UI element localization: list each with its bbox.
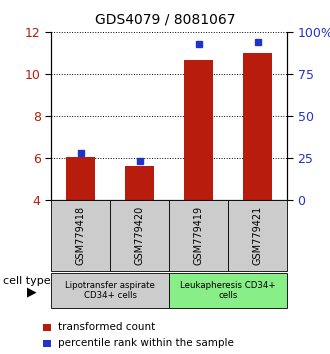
Bar	[66, 157, 95, 200]
Text: percentile rank within the sample: percentile rank within the sample	[58, 338, 234, 348]
Bar	[184, 60, 214, 200]
Text: GSM779418: GSM779418	[76, 206, 86, 265]
Text: cell type: cell type	[3, 276, 51, 286]
Text: ▶: ▶	[26, 286, 36, 298]
Bar	[243, 53, 272, 200]
Text: Lipotransfer aspirate
CD34+ cells: Lipotransfer aspirate CD34+ cells	[65, 281, 155, 300]
Text: GSM779419: GSM779419	[194, 206, 204, 265]
Text: GDS4079 / 8081067: GDS4079 / 8081067	[95, 12, 235, 27]
Text: GSM779421: GSM779421	[252, 206, 263, 265]
Text: transformed count: transformed count	[58, 322, 155, 332]
Text: Leukapheresis CD34+
cells: Leukapheresis CD34+ cells	[180, 281, 276, 300]
Bar	[125, 166, 154, 200]
Text: GSM779420: GSM779420	[135, 206, 145, 265]
